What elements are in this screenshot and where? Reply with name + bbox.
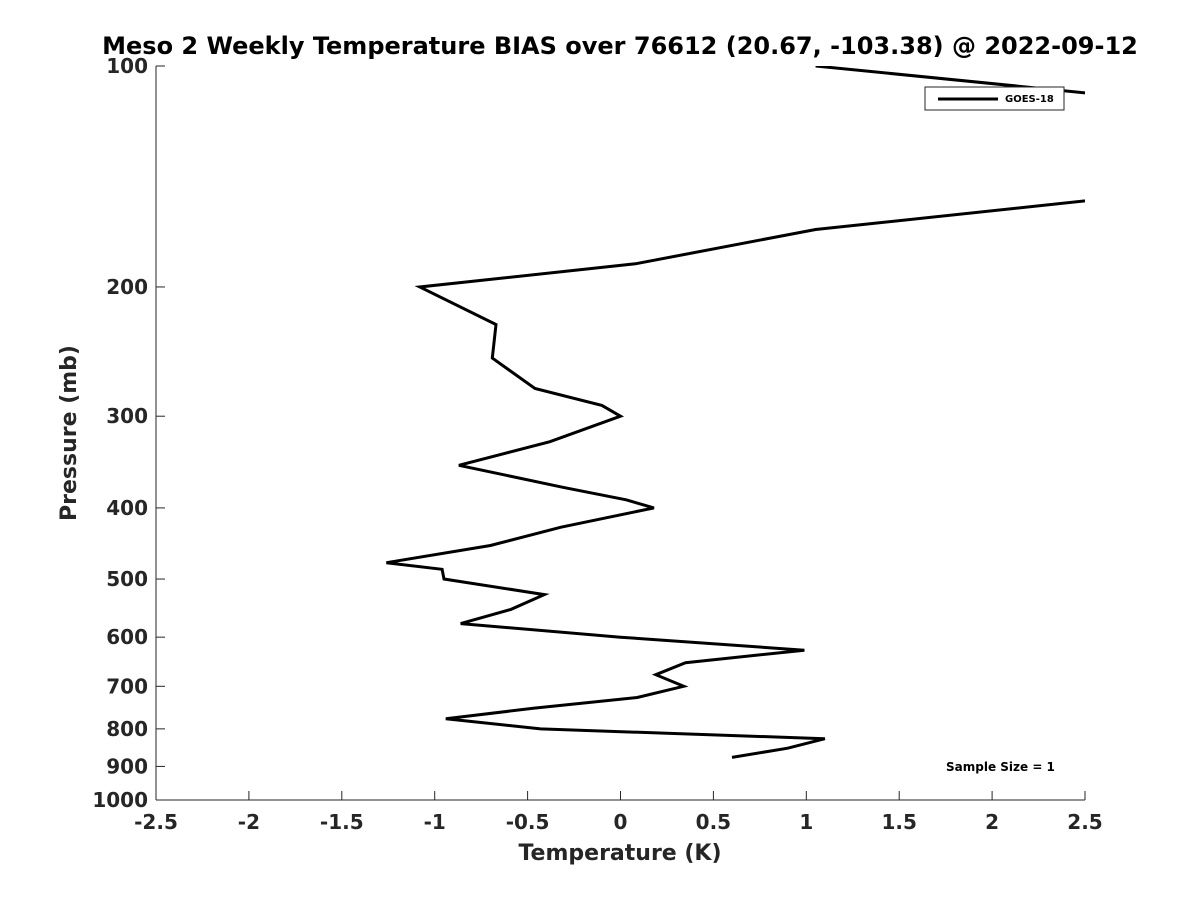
legend: GOES-18 bbox=[924, 86, 1065, 111]
x-tick-label: 0 bbox=[614, 810, 628, 834]
y-axis-label: Pressure (mb) bbox=[57, 345, 82, 521]
x-axis: -2.5 -2 -1.5 -1 -0.5 0 0.5 1 1.5 2 2.5 bbox=[134, 791, 1103, 834]
chart-title: Meso 2 Weekly Temperature BIAS over 7661… bbox=[102, 32, 1138, 60]
series-line-goes18 bbox=[386, 66, 1085, 759]
x-tick-label: 1 bbox=[799, 810, 813, 834]
y-tick-label: 200 bbox=[106, 275, 148, 299]
x-tick-label: 2 bbox=[985, 810, 999, 834]
y-tick-label: 1000 bbox=[92, 788, 148, 812]
x-tick-group: -2.5 -2 -1.5 -1 -0.5 0 0.5 1 1.5 2 2.5 bbox=[134, 791, 1103, 834]
y-tick-label: 100 bbox=[106, 54, 148, 78]
x-tick-label: 2.5 bbox=[1067, 810, 1102, 834]
y-tick-label: 400 bbox=[106, 496, 148, 520]
y-tick-label: 300 bbox=[106, 404, 148, 428]
y-tick-label: 500 bbox=[106, 567, 148, 591]
y-tick-group: 100 200 300 400 500 600 700 800 900 1000 bbox=[92, 54, 165, 812]
x-tick-label: -2.5 bbox=[134, 810, 178, 834]
x-tick-label: -0.5 bbox=[506, 810, 550, 834]
x-tick-label: -1.5 bbox=[320, 810, 364, 834]
y-tick-label: 800 bbox=[106, 717, 148, 741]
y-tick-label: 900 bbox=[106, 754, 148, 778]
sample-size-annotation: Sample Size = 1 bbox=[946, 760, 1055, 774]
x-axis-label: Temperature (K) bbox=[518, 841, 721, 866]
plot-area bbox=[386, 66, 1085, 759]
y-axis: 100 200 300 400 500 600 700 800 900 1000 bbox=[92, 54, 165, 812]
y-tick-label: 600 bbox=[106, 625, 148, 649]
x-tick-label: 0.5 bbox=[696, 810, 731, 834]
x-tick-label: 1.5 bbox=[881, 810, 916, 834]
x-tick-label: -2 bbox=[238, 810, 260, 834]
legend-label: GOES-18 bbox=[1005, 94, 1054, 105]
y-tick-label: 700 bbox=[106, 674, 148, 698]
x-tick-label: -1 bbox=[424, 810, 446, 834]
